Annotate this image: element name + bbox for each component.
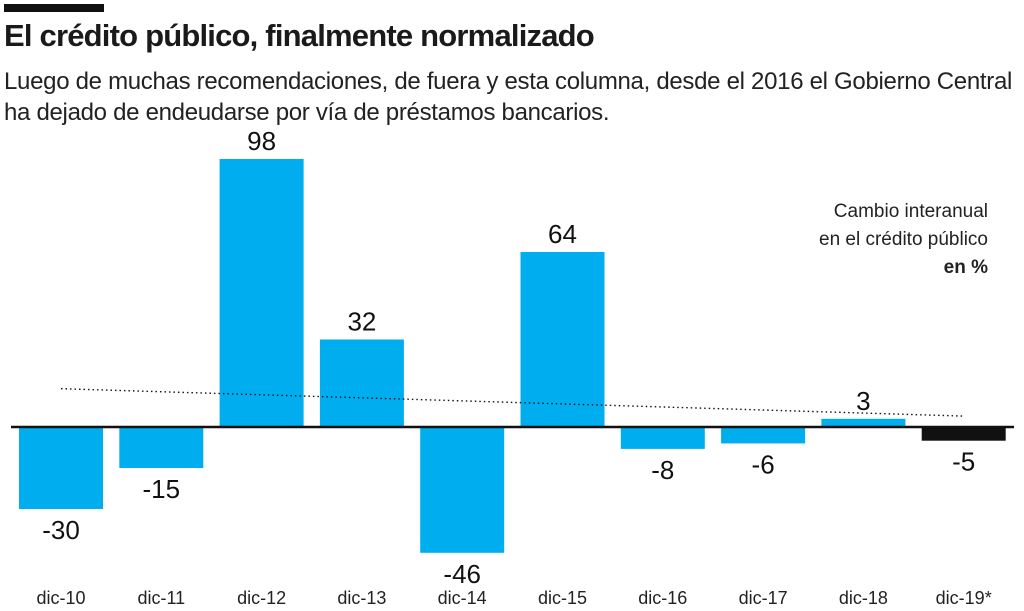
chart-subtitle: Luego de muchas recomendaciones, de fuer…	[4, 68, 1013, 126]
value-label: 32	[347, 307, 376, 337]
bar-dic11	[119, 427, 204, 468]
value-label: -46	[443, 559, 481, 589]
legend-note-line2: en el crédito público	[819, 229, 988, 250]
x-tick-label: dic-13	[337, 588, 386, 608]
value-label: -15	[143, 474, 181, 504]
x-axis-ticks: dic-10 dic-11 dic-12 dic-13 dic-14 dic-15 dic-…	[36, 588, 991, 608]
bar-dic12	[219, 159, 304, 427]
legend-note: Cambio interanual en el crédito público …	[819, 198, 988, 282]
x-tick-label: dic-12	[237, 588, 286, 608]
value-label: -5	[952, 447, 975, 477]
bar-dic15	[520, 252, 605, 427]
trend-line	[60, 388, 964, 417]
bar-dic18	[821, 418, 906, 427]
x-tick-label: dic-18	[839, 588, 888, 608]
bar-dic10	[19, 427, 103, 509]
value-label: 3	[856, 386, 870, 416]
bar-dic13	[319, 339, 404, 427]
value-label: -6	[752, 449, 775, 479]
x-tick-label: dic-19*	[936, 588, 992, 608]
bar-dic17	[721, 427, 806, 444]
bars-group	[19, 159, 1006, 553]
value-label: -30	[42, 515, 80, 545]
x-tick-label: dic-14	[438, 588, 487, 608]
legend-note-line1: Cambio interanual	[833, 201, 988, 222]
trendline-group	[60, 388, 964, 417]
x-tick-label: dic-15	[538, 588, 587, 608]
legend-note-unit: en %	[943, 257, 988, 278]
bar-dic14	[420, 427, 505, 553]
x-tick-label: dic-10	[36, 588, 85, 608]
value-labels-group: -30 -15 98 32 -46 64 -8 -6 3 -5	[42, 126, 975, 589]
bar-dic19	[921, 427, 1006, 441]
value-label: -8	[651, 455, 674, 485]
x-tick-label: dic-17	[739, 588, 788, 608]
bar-dic16	[620, 427, 705, 449]
x-tick-label: dic-11	[137, 588, 185, 608]
top-rule	[4, 4, 104, 12]
chart-title: El crédito público, finalmente normaliza…	[4, 18, 595, 53]
value-label: 64	[548, 219, 577, 249]
x-tick-label: dic-16	[638, 588, 687, 608]
value-label: 98	[247, 126, 276, 156]
